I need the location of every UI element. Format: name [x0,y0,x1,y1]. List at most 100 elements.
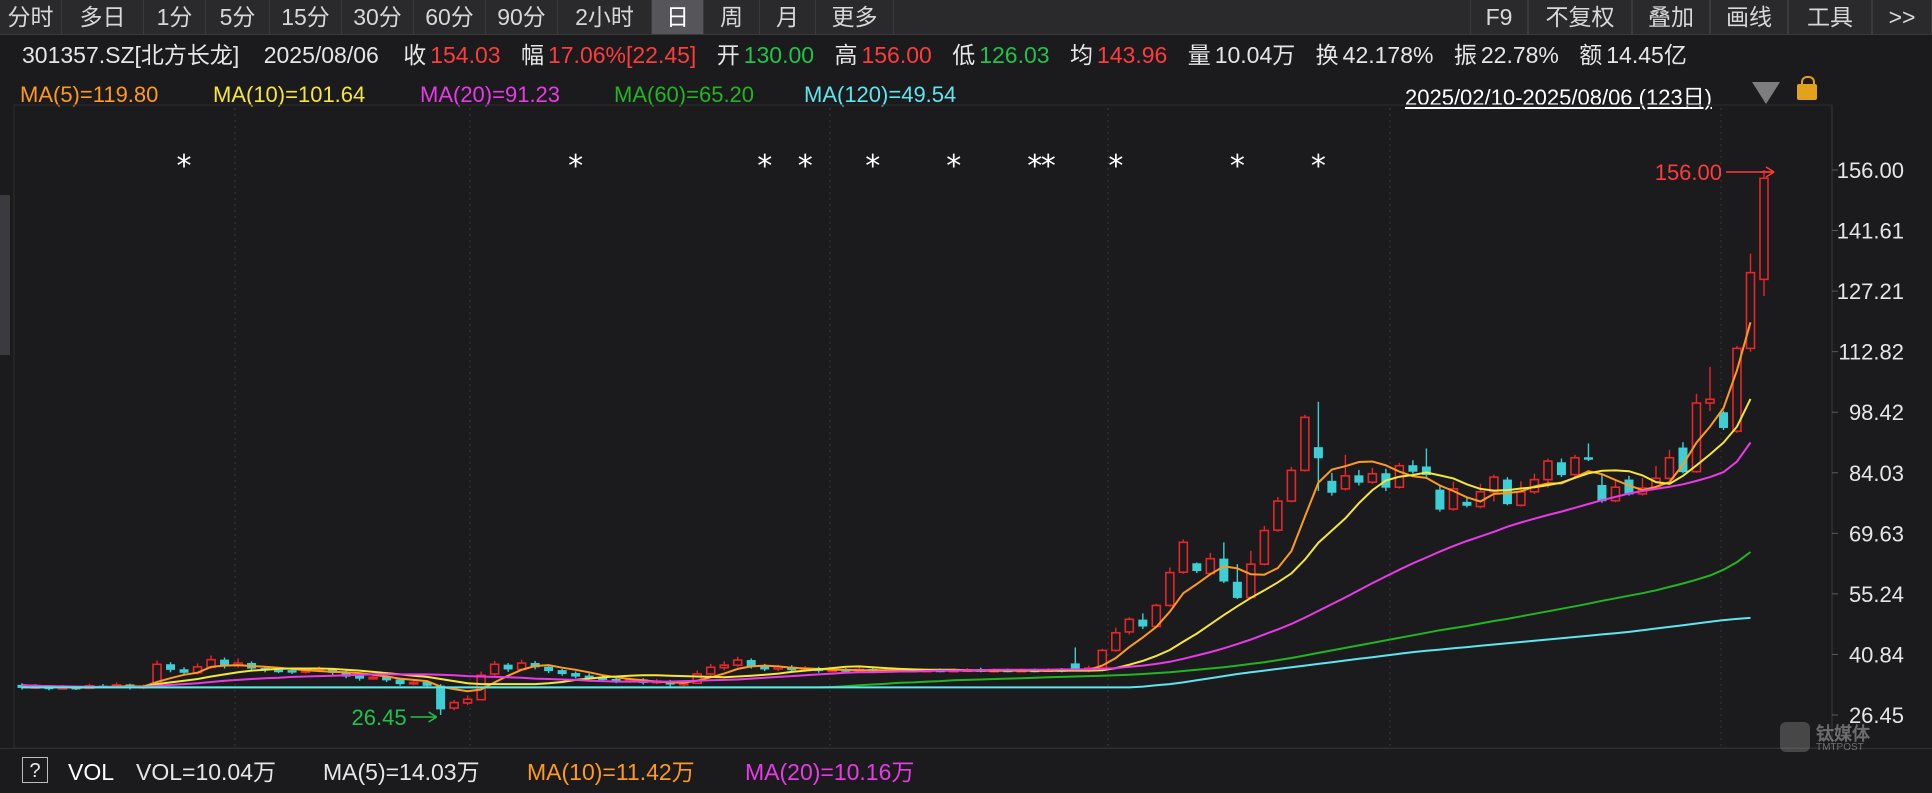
volume-value: 10.04万 [1214,42,1296,68]
candle-body [489,663,500,675]
candle-body [368,676,378,680]
candle-body [1745,271,1756,350]
candle-body [1219,558,1229,582]
event-star-marker: * [568,149,583,184]
candle-body [166,664,176,670]
period-tab-9[interactable]: 日 [652,0,704,34]
candle-body [1421,466,1431,476]
period-tab-4[interactable]: 15分 [270,0,342,34]
help-button[interactable]: ? [22,757,48,783]
avg-value: 143.96 [1096,42,1168,68]
period-tab-5[interactable]: 30分 [342,0,414,34]
vol-title[interactable]: VOL [68,759,115,785]
change-value: 17.06%[22.45] [547,42,697,68]
volume-label: 量 [1187,42,1211,68]
toolbar-button-0[interactable]: F9 [1470,0,1528,34]
open-value: 130.00 [743,42,815,68]
candle-body [1732,347,1742,433]
event-star-marker: * [946,149,961,184]
period-tab-12[interactable]: 更多 [816,0,894,34]
quote-date: 2025/08/06 [263,42,379,68]
toolbar-button-4[interactable]: 工具 [1788,0,1872,34]
turnover-label: 换 [1315,42,1339,68]
candle-body [179,669,189,673]
toolbar-button-2[interactable]: 叠加 [1632,0,1710,34]
candle-body [1489,476,1499,493]
stock-code: 301357.SZ[北方长龙] [22,42,240,68]
period-tab-8[interactable]: 2小时 [558,0,652,34]
watermark-subtext: TMTPOST [1816,742,1864,753]
triangle-down-icon[interactable] [1752,82,1780,104]
y-tick-label: 40.84 [1849,642,1904,667]
candle-body [287,670,297,673]
event-star-marker: * [798,149,813,184]
period-tab-7[interactable]: 90分 [486,0,558,34]
candle-body [584,675,594,679]
open-label: 开 [716,42,740,68]
date-range-selector[interactable]: 2025/02/10-2025/08/06 (123日) [1405,85,1713,110]
candle-body [1232,581,1242,598]
candle-body [719,664,730,669]
candle-body [1705,398,1715,404]
candle-body [1111,631,1121,652]
candle-body [1300,416,1310,472]
period-tab-3[interactable]: 5分 [206,0,270,34]
close-value: 154.03 [430,42,501,68]
event-star-marker: * [757,149,772,184]
high-marker-arrowhead [1765,166,1775,178]
event-star-marker: * [1311,149,1326,184]
low-price-label: 26.45 [352,705,407,730]
amplitude-label: 振 [1453,42,1477,68]
ma-legend-item: MA(10)=101.64 [213,82,366,107]
period-tab-1[interactable]: 多日 [62,0,144,34]
vol-ma20: MA(20)=10.16万 [745,759,915,785]
candle-body [1165,571,1175,607]
y-tick-label: 69.63 [1849,521,1904,546]
candle-body [422,681,432,686]
candle-body [408,681,419,685]
close-label: 收 [403,42,427,68]
candle-body [1462,501,1472,506]
amplitude-value: 22.78% [1480,42,1559,68]
plot-frame [13,104,1833,748]
event-star-marker: * [1108,149,1123,184]
logo-icon [1780,722,1810,752]
ma-line [21,398,1752,688]
amount-value: 14.45亿 [1606,42,1687,68]
candle-body [1124,618,1135,633]
period-tab-11[interactable]: 月 [760,0,816,34]
high-value: 156.00 [861,42,932,68]
lock-icon[interactable] [1797,76,1817,100]
turnover-value: 42.178% [1342,42,1434,68]
watermark-logo: 钛媒体 TMTPOST [1780,720,1890,756]
ma-legend-item: MA(60)=65.20 [614,82,755,107]
ma-legend-item: MA(5)=119.80 [20,82,159,107]
candle-body [1516,491,1526,507]
candle-body [1583,457,1593,460]
low-marker-arrowhead [428,711,438,723]
period-tab-10[interactable]: 周 [704,0,760,34]
toolbar-button-3[interactable]: 画线 [1710,0,1788,34]
candle-body [436,685,446,710]
high-label: 高 [834,42,858,68]
candle-body [557,670,567,675]
ma-line [22,616,1751,689]
event-star-marker: * [1041,149,1056,184]
candle-body [1246,563,1256,599]
toolbar-button-1[interactable]: 不复权 [1528,0,1632,34]
candle-body [1367,472,1378,483]
candle-body [1192,563,1202,571]
period-tab-0[interactable]: 分时 [0,0,62,34]
candle-body [1570,456,1580,476]
candle-body [544,666,554,672]
candle-body [355,675,365,679]
event-star-marker: * [177,149,192,184]
period-tab-6[interactable]: 60分 [414,0,486,34]
ma-line [21,441,1752,688]
candle-body [503,664,513,670]
period-tab-2[interactable]: 1分 [144,0,206,34]
candle-body [1448,488,1459,510]
kline-chart: 156.00 141.61 127.21 112.82 98.42 84.03 69.63 5… [0,104,1904,748]
candle-body [1556,462,1566,476]
candle-body [1138,619,1148,627]
